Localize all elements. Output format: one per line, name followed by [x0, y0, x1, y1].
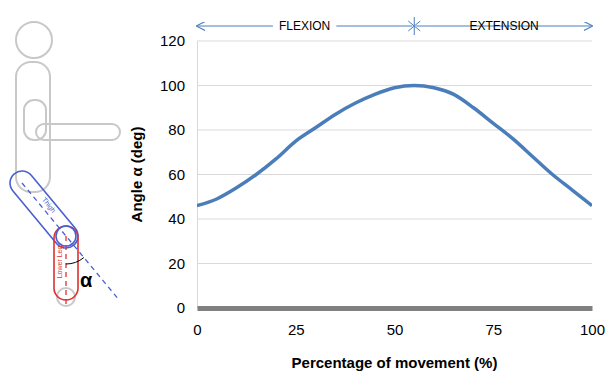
grid [197, 41, 592, 308]
grid-line [197, 219, 592, 220]
y-tick-label: 120 [160, 32, 185, 49]
angle-arc [66, 258, 84, 264]
x-tick: 0 [193, 308, 201, 338]
x-tick-label: 75 [485, 321, 502, 338]
series-group [197, 86, 592, 206]
phase-label-bg [273, 19, 336, 33]
x-axis: 0 25 50 75 100 [193, 308, 605, 338]
thigh-axis [22, 183, 118, 299]
y-tick-label: 100 [160, 77, 185, 94]
grid-line [197, 263, 592, 264]
head [16, 22, 52, 58]
y-tick-label: 20 [168, 255, 185, 272]
chart-container: 0 20 40 60 80 100 120 0 25 50 75 100 Percentage of m… [0, 0, 613, 387]
x-tick: 100 [580, 308, 605, 338]
y-tick: 80 [168, 121, 197, 138]
grid-line [197, 130, 592, 131]
phase-label: FLEXION [279, 19, 330, 33]
lower-leg-label: Lower Leg [56, 246, 64, 279]
angle-label: α [80, 269, 93, 291]
y-tick: 20 [168, 255, 197, 272]
y-tick: 100 [160, 77, 197, 94]
leg-diagram: Thigh Lower Leg α [5, 22, 120, 306]
chart-svg: 0 20 40 60 80 100 120 0 25 50 75 100 Percentage of m… [0, 0, 613, 387]
y-tick-label: 0 [177, 299, 185, 316]
plot: 0 20 40 60 80 100 120 0 25 50 75 100 [160, 32, 605, 337]
y-tick-label: 60 [168, 166, 185, 183]
phase-divider-head [414, 21, 420, 31]
torso [16, 62, 50, 192]
phase-divider-head [408, 21, 414, 31]
data-line [197, 86, 592, 206]
y-tick: 60 [168, 166, 197, 183]
grid-line [197, 85, 592, 86]
y-tick: 120 [160, 32, 197, 49]
y-axis-line [197, 42, 198, 309]
x-axis-title: Percentage of movement (%) [292, 354, 498, 371]
y-axis-title: Angle α (deg) [128, 127, 145, 223]
thigh-label: Thigh [40, 196, 57, 215]
knee [56, 226, 76, 246]
x-tick-label: 100 [580, 321, 605, 338]
x-tick: 75 [485, 308, 502, 338]
y-axis: 0 20 40 60 80 100 120 [160, 32, 198, 316]
x-tick-label: 0 [193, 321, 201, 338]
phase-label: EXTENSION [469, 19, 538, 33]
y-tick: 40 [168, 210, 197, 227]
x-axis-line [198, 306, 593, 311]
y-tick: 0 [177, 299, 197, 316]
thigh [5, 166, 83, 253]
x-tick: 50 [387, 308, 404, 338]
x-tick: 25 [288, 308, 305, 338]
grid-line [197, 308, 592, 309]
y-tick-label: 80 [168, 121, 185, 138]
forearm [36, 124, 120, 140]
grid-line [197, 41, 592, 42]
phase-label-bg [463, 19, 544, 33]
x-tick-label: 25 [288, 321, 305, 338]
upper-arm [24, 100, 46, 140]
phase-annotation: FLEXION EXTENSION [197, 17, 592, 35]
y-tick-label: 40 [168, 210, 185, 227]
x-tick-label: 50 [387, 321, 404, 338]
